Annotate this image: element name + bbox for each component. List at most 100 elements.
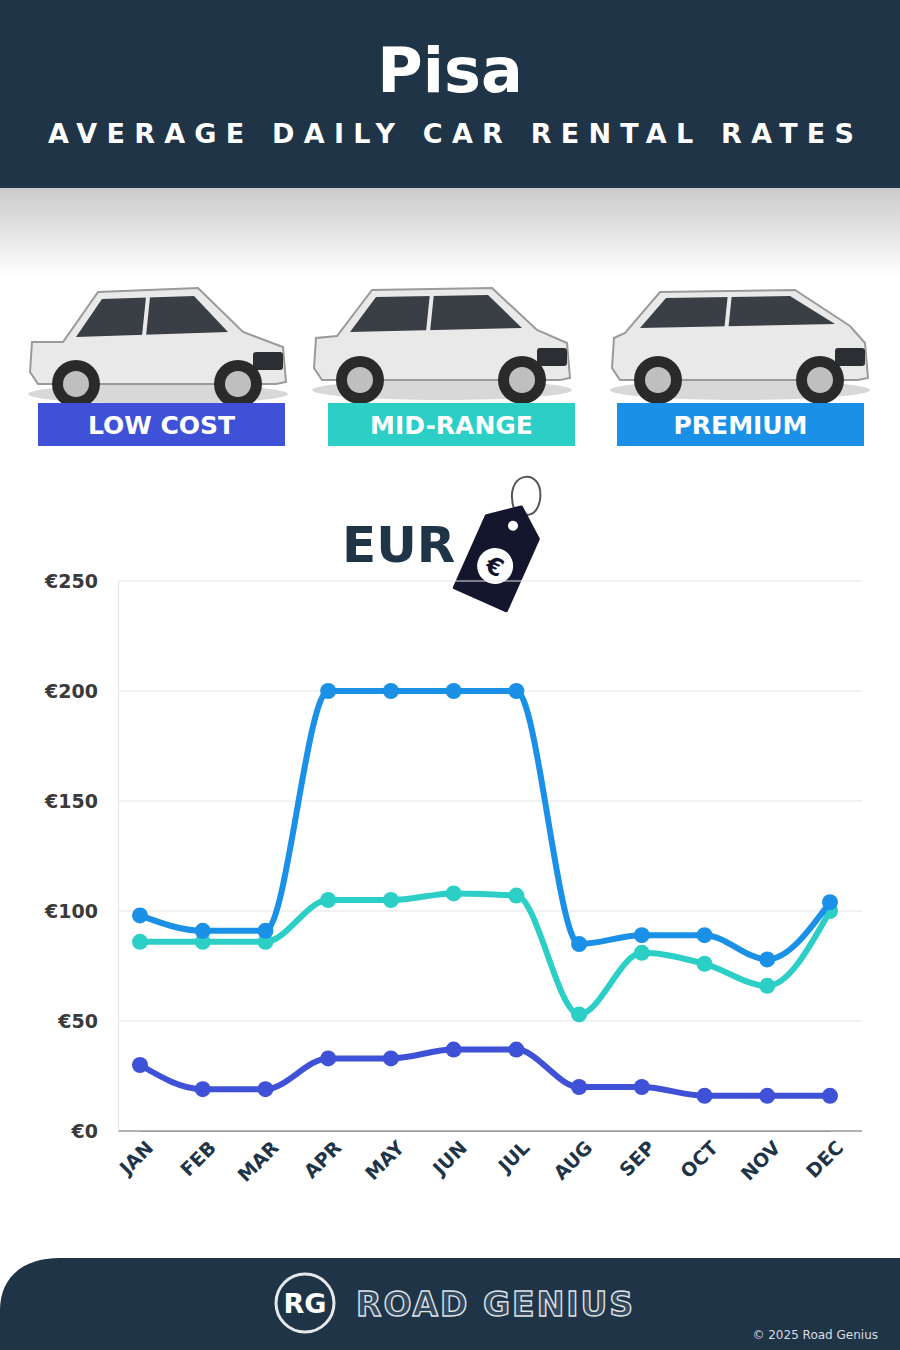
grid-line [118,1130,862,1132]
car-hub [509,367,535,393]
series-marker [571,1079,587,1095]
currency-label: EUR [342,516,455,574]
tag-coin [471,542,519,590]
series-marker [822,894,838,910]
series-marker [697,1088,713,1104]
brand-name: ROAD GENIUS [356,1285,635,1324]
y-tick: €50 [57,1010,118,1032]
x-tick-label: AUG [549,1136,596,1183]
series-marker [383,683,399,699]
x-tick: JUN [427,1131,471,1180]
y-tick: €250 [44,570,118,592]
series-marker [320,1050,336,1066]
x-tick-label: FEB [176,1136,220,1180]
grid-line [118,801,862,802]
y-tick-label: €250 [44,570,98,592]
series-marker [697,956,713,972]
legend-item: PREMIUM [617,403,864,446]
x-tick: APR [299,1131,345,1182]
y-tick: €0 [71,1120,118,1142]
series-marker [383,1050,399,1066]
y-tick-label: €50 [57,1010,98,1032]
series-line [140,893,830,1014]
legend-label: MID-RANGE [370,411,533,440]
series-marker [257,923,273,939]
legend-swatch [617,403,864,446]
series-marker [132,934,148,950]
y-axis: €0 €50 €100 €150 €200 €250 [44,570,118,1142]
legend-label: LOW COST [88,411,235,440]
series-marker [257,1081,273,1097]
car-wheel [214,360,262,408]
series-marker [508,888,524,904]
y-tick-label: €0 [71,1120,98,1142]
y-axis-line [118,582,119,1132]
car-wheel [336,356,384,404]
x-tick: MAY [360,1131,408,1184]
copyright: © 2025 Road Genius [752,1328,878,1342]
infographic: PisaAVERAGE DAILY CAR RENTAL RATESLOW CO… [0,0,900,1350]
subtitle: AVERAGE DAILY CAR RENTAL RATES [48,118,854,149]
x-tick: FEB [176,1131,220,1180]
series-marker [634,945,650,961]
background [0,0,900,1350]
tag-symbol: € [480,550,508,583]
x-tick-label: SEP [615,1136,659,1180]
price-tag: € [455,496,547,610]
legend-swatch [328,403,575,446]
car-icon [312,288,572,404]
x-tick: NOV [736,1131,784,1185]
series-marker [320,892,336,908]
series-marker [571,1006,587,1022]
car-pillar [144,297,148,336]
series-marker [571,936,587,952]
x-axis: JANFEBMARAPRMAYJUNJULAUGSEPOCTNOVDEC [114,1131,848,1186]
x-tick: SEP [615,1131,659,1181]
car-window [640,296,835,328]
legend-item: LOW COST [38,403,285,446]
car-icon [610,290,870,404]
header-band [0,0,900,188]
x-tick-label: NOV [736,1136,784,1184]
y-tick: €200 [44,680,118,702]
series-marker [320,683,336,699]
car-pillar [726,293,730,332]
x-tick: AUG [549,1131,596,1184]
car-hub [63,371,89,397]
legend-swatch [38,403,285,446]
tag-body [455,496,547,610]
series-marker [195,1081,211,1097]
x-tick-label: APR [299,1136,345,1182]
x-tick: MAR [233,1131,283,1186]
y-tick: €150 [44,790,118,812]
car-hub [347,367,373,393]
car-pillar [428,293,432,332]
series-marker [759,951,775,967]
car-hub [807,367,833,393]
car-icon [28,288,288,408]
grid-line [118,581,862,582]
x-tick-label: MAR [233,1136,283,1186]
legend-label: PREMIUM [673,411,807,440]
series-marker [822,1088,838,1104]
series-marker [383,892,399,908]
footer-band [0,1258,900,1350]
x-tick-label: DEC [802,1136,848,1182]
x-tick-label: JUN [427,1136,471,1180]
series-marker [508,1042,524,1058]
series-marker [446,885,462,901]
y-tick-label: €200 [44,680,98,702]
car-window [76,296,228,337]
plot-area [132,683,838,1104]
series-marker [634,927,650,943]
grid-line [118,1021,862,1022]
grid-line [118,911,862,912]
x-tick-label: OCT [676,1136,722,1182]
y-tick: €100 [44,900,118,922]
x-tick-label: MAY [360,1136,408,1184]
y-tick-label: €100 [44,900,98,922]
car-grille [253,352,283,370]
series-marker [634,1079,650,1095]
car-window [350,295,522,332]
series-marker [446,683,462,699]
